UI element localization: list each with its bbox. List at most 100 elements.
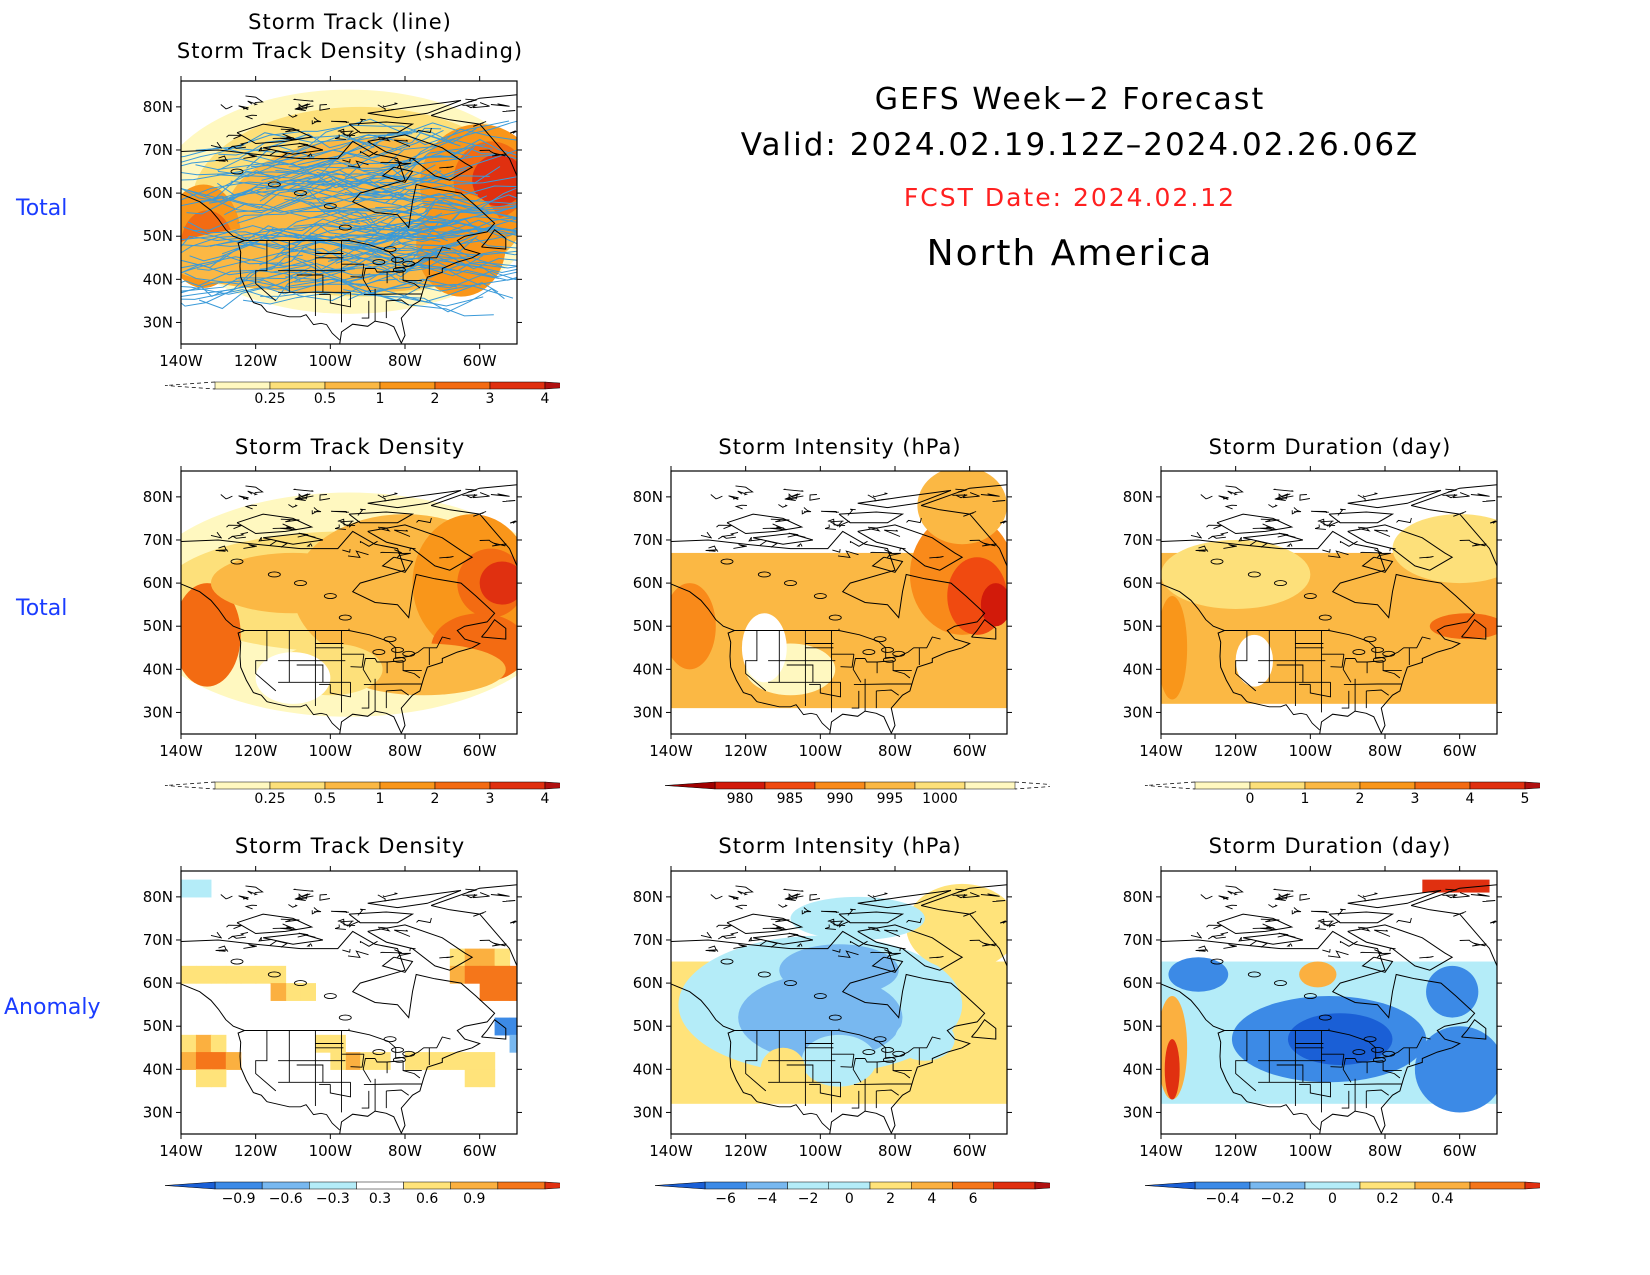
arctic-coast-detail — [1453, 911, 1467, 917]
state-border — [840, 1054, 855, 1068]
arctic-coast-detail — [342, 159, 351, 163]
arctic-coast-detail — [906, 517, 922, 524]
island-outline — [857, 524, 964, 571]
arctic-coast-detail — [258, 146, 273, 152]
lake-outline — [1274, 580, 1287, 587]
lake-outline — [267, 571, 281, 578]
arctic-coast-detail — [1396, 517, 1412, 524]
arctic-coast-detail — [1293, 907, 1302, 913]
storm-track-line — [358, 194, 517, 212]
arctic-coast-detail — [1482, 500, 1496, 503]
arctic-coast-detail — [1195, 549, 1208, 552]
arctic-coast-detail — [416, 127, 432, 134]
arctic-coast-detail — [226, 924, 242, 930]
island-outline — [367, 524, 474, 571]
arctic-coast-detail — [490, 103, 510, 107]
header-title: GEFS Week−2 Forecast — [874, 82, 1266, 117]
anomaly-cell — [345, 1052, 361, 1070]
state-border — [402, 280, 421, 289]
state-border — [402, 1070, 421, 1079]
colorbar-swatch — [828, 1181, 871, 1190]
colorbar-swatch — [911, 1181, 953, 1190]
storm-track-line — [328, 240, 506, 269]
arctic-coast-detail — [837, 950, 859, 958]
arctic-coast-detail — [832, 949, 841, 953]
arctic-coast-detail — [962, 492, 980, 499]
lake-outline — [1372, 656, 1386, 663]
arctic-coast-detail — [295, 103, 311, 110]
arctic-coast-detail — [1459, 539, 1478, 546]
lat-tick-label: 70N — [1123, 531, 1153, 549]
storm-track-line — [201, 195, 323, 213]
anomaly-cell — [509, 1017, 517, 1036]
lat-tick-label: 30N — [143, 313, 173, 331]
colorbar-label: 0.6 — [416, 1191, 438, 1207]
arctic-coast-detail — [306, 153, 313, 157]
lon-tick-label: 80W — [878, 1142, 912, 1160]
arctic-coast-detail — [828, 520, 844, 527]
arctic-coast-detail — [1249, 940, 1269, 948]
colorbar-end-open — [164, 381, 216, 390]
colorbar-swatch — [324, 781, 381, 790]
arctic-coast-detail — [380, 159, 403, 164]
anomaly-cell — [195, 1034, 212, 1053]
arctic-coast-detail — [1337, 908, 1346, 916]
island-outline — [1361, 956, 1394, 973]
lake-outline — [372, 259, 386, 266]
arctic-coast-detail — [785, 893, 801, 900]
colorbar-label: 4 — [927, 1191, 936, 1207]
lat-tick-label: 70N — [1123, 931, 1153, 949]
arctic-coast-detail — [465, 98, 477, 103]
state-border — [350, 264, 365, 278]
header-valid: Valid: 2024.02.19.12Z–2024.02.26.06Z — [740, 127, 1420, 163]
arctic-coast-detail — [416, 917, 432, 924]
anomaly-cell — [195, 879, 212, 898]
arctic-coast-detail — [1374, 529, 1391, 537]
arctic-coast-detail — [297, 142, 316, 148]
lake-outline — [1352, 1049, 1366, 1056]
colorbar-end-open — [1014, 781, 1050, 790]
state-border — [1366, 1089, 1389, 1096]
arctic-coast-detail — [1459, 939, 1478, 946]
island-outline — [481, 618, 507, 640]
arctic-coast-detail — [1339, 940, 1358, 947]
colorbar-label: 0 — [1328, 1191, 1337, 1207]
lat-tick-label: 50N — [1123, 1017, 1153, 1035]
arctic-coast-detail — [231, 141, 249, 148]
storm-track-line — [398, 237, 517, 274]
arctic-coast-detail — [770, 918, 790, 923]
state-border — [892, 660, 912, 672]
map-frame — [180, 470, 518, 735]
lat-tick-label: 60N — [143, 974, 173, 992]
lon-tick-label: 140W — [159, 742, 203, 760]
anomaly-cell — [195, 965, 212, 984]
colorbar-swatch — [497, 1181, 546, 1190]
state-border — [892, 1060, 912, 1072]
arctic-coast-detail — [803, 507, 812, 513]
colorbar-label: 4 — [541, 791, 550, 807]
arctic-coast-detail — [272, 526, 294, 531]
storm-track-line — [341, 233, 517, 278]
anomaly-cell — [509, 983, 517, 1001]
storm-track-line — [195, 132, 409, 151]
arctic-coast-detail — [280, 918, 300, 923]
state-border — [1246, 1101, 1321, 1131]
arctic-coast-detail — [1291, 910, 1299, 915]
lake-outline — [323, 993, 337, 999]
arctic-coast-detail — [886, 552, 901, 559]
state-border — [255, 1030, 277, 1092]
arctic-coast-detail — [509, 520, 517, 524]
colorbar-swatch — [379, 381, 436, 390]
arctic-coast-detail — [705, 549, 718, 552]
lake-outline — [1303, 593, 1317, 599]
lake-outline — [323, 593, 337, 599]
colorbar-label: 1 — [1301, 791, 1310, 807]
lake-outline — [892, 650, 906, 657]
lat-tick-label: 80N — [143, 488, 173, 506]
arctic-coast-detail — [502, 500, 516, 503]
arctic-coast-detail — [348, 920, 360, 928]
arctic-coast-detail — [1291, 510, 1299, 515]
island-outline — [236, 123, 314, 145]
arctic-coast-detail — [331, 510, 349, 514]
lon-tick-label: 140W — [159, 1142, 203, 1160]
